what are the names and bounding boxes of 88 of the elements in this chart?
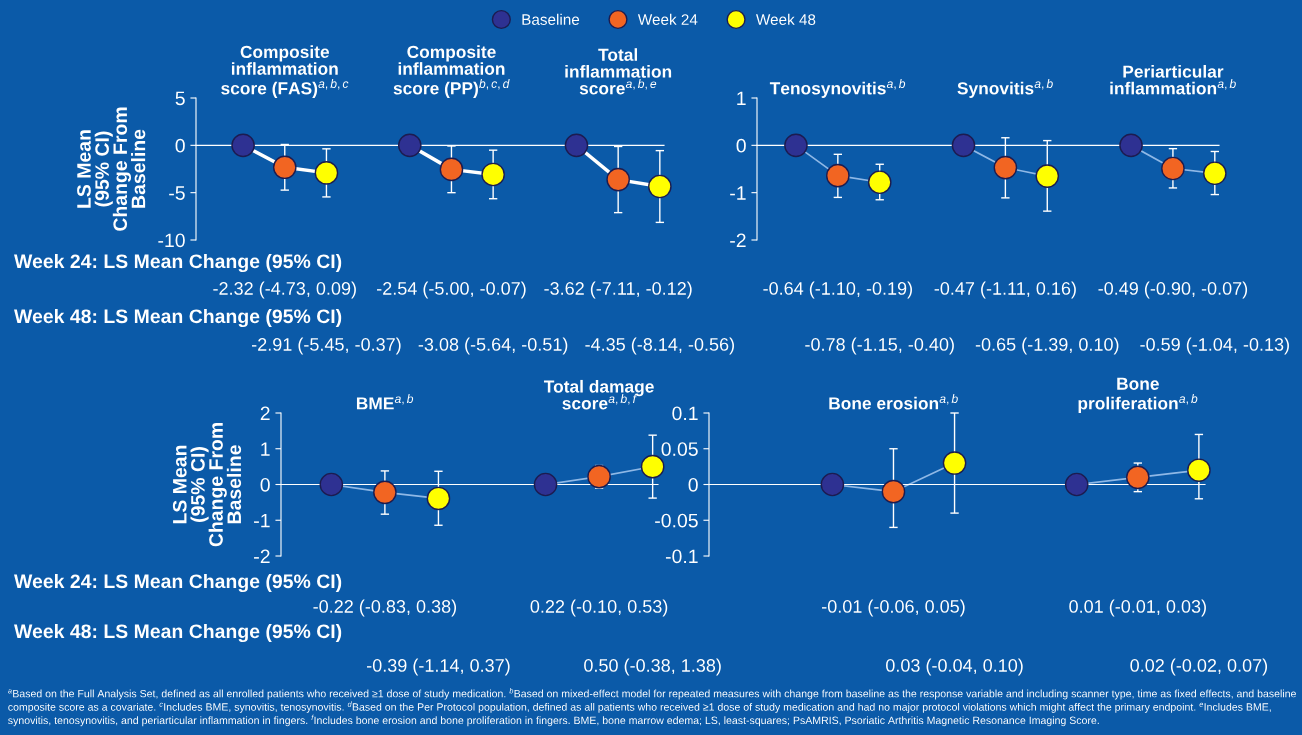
point <box>951 133 976 158</box>
data-label: -0.47 (-1.11, 0.16) <box>934 281 1076 299</box>
y-tick-label: 1 <box>261 442 270 456</box>
point <box>1187 458 1211 483</box>
data-label: 0.22 (-0.10, 0.53) <box>530 599 668 617</box>
y-tick-label: 0.1 <box>672 406 698 421</box>
data-label: -0.01 (-0.06, 0.05) <box>822 599 965 617</box>
x-tick-label: Composite inflammation score (PP)$^{b,c,d}$ <box>393 45 510 98</box>
x-tick-label: Bone proliferation$^{a,b}$ <box>1078 377 1198 413</box>
y-tick-label: 0 <box>736 138 746 153</box>
data-label: -0.59 (-1.04, -0.13) <box>1140 337 1289 355</box>
point <box>587 464 611 489</box>
y-tick-label: 2 <box>260 406 270 421</box>
data-label: 0.50 (-0.38, 1.38) <box>584 658 721 676</box>
data-label: -2.54 (-5.00, -0.07) <box>377 281 526 299</box>
y-tick-label: 0 <box>260 477 270 492</box>
point <box>1203 161 1227 186</box>
point <box>881 479 906 504</box>
x-tick-label: Tenosynovitis$^{a,b}$ <box>769 79 906 98</box>
point <box>231 133 255 158</box>
y-tick-label: -5 <box>169 186 185 200</box>
point <box>1119 133 1143 158</box>
data-label: -2.32 (-4.73, 0.09) <box>213 281 356 299</box>
x-tick-label: Composite inflammation score (FAS)$^{a,b,c}$ <box>221 45 349 98</box>
legend-label: Baseline <box>522 13 580 25</box>
data-label: -0.22 (-0.83, 0.38) <box>313 599 457 617</box>
text: $^{a}$Based on the Full Analysis Set, defined as all enrolled patients who received ≥1 dose of study medication. $^{b}$Based on mixed-effect model for repeated measures with change from baseline as the response variable and including scanner type, time as fixed effects, and baseline composite score as a covariate. $^{c}$Includes BME, synovitis, tenosynovitis. $^{d}$Based on the Per Protocol population, defined as all patients who received ≥1 dose of study medication and had no major protocol violations which might affect the primary endpoint. $^{e}$Includes BME, synovitis, tenosynovitis, and periarticular inflammation in fingers. $^{f}$Includes bone erosion and bone proliferation in fingers. BME, bone marrow edema; LS, least-squares; PsAMRIS, Psoriatic Arthritis Magnetic Resonance Imaging Score. <box>8 688 1296 727</box>
point <box>826 163 850 188</box>
y-axis-title: LS Mean (95% CI) Change From Baseline <box>172 423 242 547</box>
data-label: -0.78 (-1.15, -0.40) <box>805 337 954 355</box>
point <box>314 161 339 185</box>
y-tick-label: -1 <box>730 186 746 200</box>
data-label: -2.91 (-5.45, -0.37) <box>251 337 401 355</box>
y-tick-label: 0 <box>175 138 185 153</box>
data-label: 0.01 (-0.01, 0.03) <box>1069 599 1206 617</box>
point <box>640 454 665 479</box>
data-label: -3.08 (-5.64, -0.51) <box>418 337 568 355</box>
point <box>1035 164 1060 188</box>
data-label: 0.02 (-0.02, 0.07) <box>1130 658 1268 676</box>
y-tick-label: -0.05 <box>655 513 698 528</box>
x-tick-label: Periarticular inflammation$^{a,b}$ <box>1110 65 1236 95</box>
point <box>426 486 451 511</box>
point <box>272 155 297 180</box>
point <box>1126 465 1150 490</box>
point <box>1064 472 1089 497</box>
x-tick-label: Total inflammation score$^{a,b,e}$ <box>565 48 672 95</box>
point <box>439 157 464 182</box>
point <box>820 472 845 497</box>
y-tick-label: 1 <box>737 91 746 106</box>
y-tick-label: 5 <box>175 91 185 106</box>
point <box>397 133 422 158</box>
x-tick-label: Bone erosion$^{a,b}$ <box>829 394 958 410</box>
point <box>564 133 589 158</box>
x-tick-label: Synovitis$^{a,b}$ <box>957 79 1053 98</box>
point <box>648 174 672 199</box>
data-label: -3.62 (-7.11, -0.12) <box>544 281 692 299</box>
text: Week 24: LS Mean Change (95% CI) <box>14 573 342 593</box>
point <box>373 480 397 505</box>
y-tick-label: 0 <box>688 477 698 492</box>
point <box>1161 156 1185 181</box>
point <box>867 170 892 195</box>
data-label: 0.03 (-0.04, 0.10) <box>886 658 1023 676</box>
text: Week 48: LS Mean Change (95% CI) <box>14 308 342 328</box>
y-tick-label: -10 <box>158 233 185 248</box>
y-tick-label: -2 <box>254 549 270 564</box>
point <box>481 162 505 187</box>
point <box>784 133 808 158</box>
x-tick-label: BME$^{a,b}$ <box>356 394 414 410</box>
legend-label: Week 24 <box>637 13 698 25</box>
point <box>319 472 344 497</box>
legend-label: Week 48 <box>755 13 816 25</box>
text: Week 48: LS Mean Change (95% CI) <box>14 623 342 643</box>
y-tick-label: -1 <box>254 513 270 528</box>
point <box>993 155 1018 180</box>
y-tick-label: -0.1 <box>665 549 698 564</box>
y-axis-title: LS Mean (95% CI) Change From Baseline <box>77 107 146 231</box>
x-tick-label: Total damage score$^{a,b,f}$ <box>543 379 654 410</box>
y-tick-label: -2 <box>730 233 746 248</box>
text: Week 24: LS Mean Change (95% CI) <box>14 253 342 273</box>
data-label: -0.39 (-1.14, 0.37) <box>366 658 510 676</box>
point <box>533 472 558 497</box>
point <box>942 451 967 475</box>
data-label: -4.35 (-8.14, -0.56) <box>585 337 734 355</box>
data-label: -0.64 (-1.10, -0.19) <box>763 281 912 299</box>
y-tick-label: 0.05 <box>661 442 698 456</box>
data-label: -0.65 (-1.39, 0.10) <box>975 337 1119 355</box>
point <box>606 167 630 192</box>
data-label: -0.49 (-0.90, -0.07) <box>1098 281 1248 299</box>
